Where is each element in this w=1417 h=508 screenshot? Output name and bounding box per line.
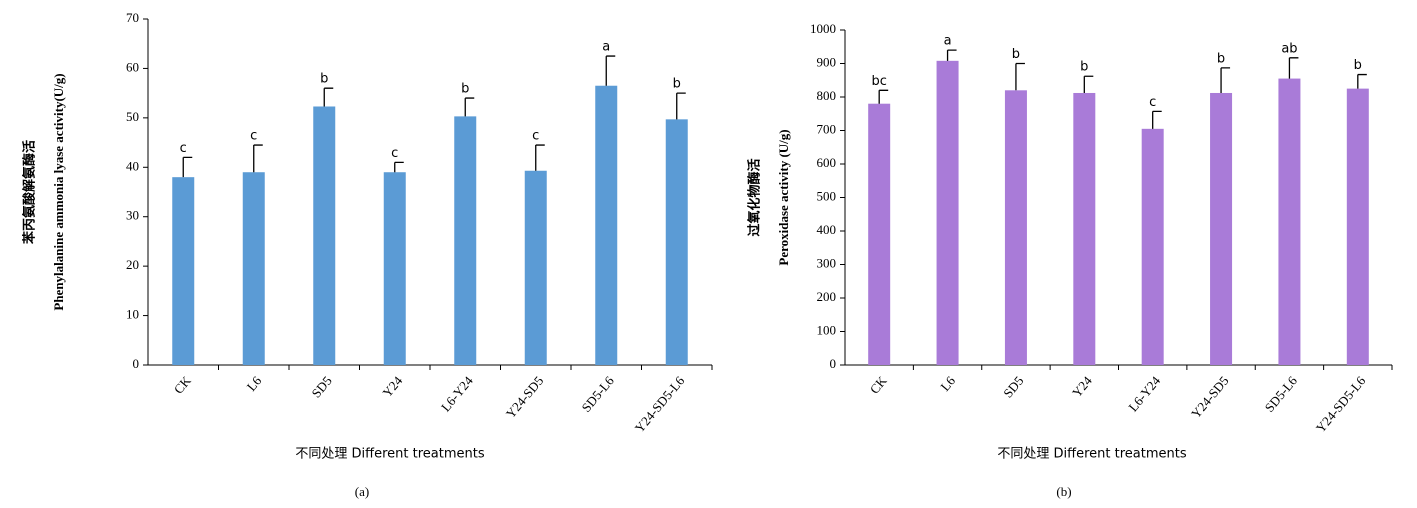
x-axis-title: 不同处理 Different treatments — [295, 447, 484, 462]
bar — [242, 172, 265, 365]
bar — [665, 119, 688, 365]
x-axis-title: 不同处理 Different treatments — [997, 447, 1186, 462]
significance-label: c — [1149, 95, 1156, 110]
error-bar — [1083, 75, 1094, 93]
significance-label: a — [602, 40, 610, 55]
significance-label: b — [320, 72, 328, 87]
y-tick-label: 200 — [817, 289, 837, 304]
x-tick-label: Y24 — [379, 373, 405, 400]
significance-label: b — [1354, 58, 1362, 73]
caption: (a) — [355, 484, 369, 499]
significance-label: c — [250, 129, 257, 144]
x-tick-label: Y24 — [1069, 373, 1095, 400]
y-tick-label: 70 — [126, 10, 139, 25]
error-bar — [676, 92, 686, 120]
y-tick-label: 300 — [817, 255, 837, 270]
error-bar — [394, 161, 404, 173]
x-tick-label: L6 — [937, 373, 958, 394]
significance-label: b — [673, 77, 681, 92]
x-tick-label: SD5 — [308, 373, 334, 400]
error-bar — [253, 144, 263, 173]
y-axis-title: Phenylalanine ammonia lyase activity(U/g… — [51, 73, 66, 310]
significance-label: b — [461, 82, 469, 97]
bar — [313, 106, 336, 365]
significance-label: b — [1217, 51, 1225, 66]
x-tick-label: L6-Y24 — [1125, 373, 1163, 415]
bar — [1210, 92, 1233, 365]
significance-label: bc — [871, 74, 886, 89]
y-tick-label: 0 — [133, 356, 140, 371]
y-tick-label: 1000 — [810, 21, 836, 36]
bar — [454, 116, 477, 365]
x-tick-label: SD5-L6 — [578, 373, 617, 415]
bar — [1004, 90, 1027, 366]
error-bar — [182, 156, 193, 178]
error-bar — [1015, 62, 1025, 91]
significance-label: b — [1012, 47, 1020, 62]
significance-label: ab — [1281, 41, 1297, 56]
caption: (b) — [1056, 484, 1071, 499]
error-bar — [878, 89, 889, 104]
error-bar — [946, 49, 957, 61]
x-tick-label: L6-Y24 — [438, 373, 476, 415]
y-tick-label: 10 — [126, 307, 139, 322]
y-tick-label: 400 — [817, 222, 837, 237]
bar — [1073, 92, 1096, 365]
bar — [1141, 128, 1164, 365]
x-tick-label: CK — [171, 373, 194, 397]
x-tick-label: SD5-L6 — [1262, 373, 1301, 415]
error-bar — [1357, 73, 1367, 89]
error-bar — [605, 55, 616, 86]
bar — [383, 172, 406, 365]
significance-label: c — [391, 146, 398, 161]
y-tick-label: 40 — [126, 158, 139, 173]
error-bar — [323, 87, 334, 107]
y-tick-label: 800 — [817, 88, 837, 103]
x-tick-label: Y24-SD5-L6 — [1313, 373, 1369, 436]
bar — [172, 177, 195, 365]
x-tick-label: Y24-SD5-L6 — [632, 373, 688, 436]
y-tick-label: 60 — [126, 59, 139, 74]
significance-label: a — [944, 34, 952, 49]
y-tick-label: 20 — [126, 257, 139, 272]
error-bar — [1220, 67, 1231, 93]
error-bar — [1288, 57, 1299, 79]
x-tick-label: Y24-SD5 — [503, 373, 547, 421]
x-tick-label: Y24-SD5 — [1188, 373, 1232, 421]
y-tick-label: 700 — [817, 121, 837, 136]
bar — [524, 170, 547, 365]
x-tick-label: SD5 — [1000, 373, 1026, 400]
x-tick-label: L6 — [244, 373, 265, 394]
error-bar — [535, 144, 545, 171]
bar — [1346, 88, 1369, 365]
y-tick-label: 100 — [817, 322, 837, 337]
y-tick-label: 600 — [817, 155, 837, 170]
significance-label: c — [532, 129, 539, 144]
y-tick-label: 50 — [126, 109, 139, 124]
x-tick-label: CK — [867, 373, 890, 397]
y-tick-label: 0 — [830, 356, 837, 371]
y-tick-label: 30 — [126, 208, 139, 223]
bar — [936, 60, 959, 365]
y-axis-title: Peroxidase activity (U/g) — [776, 129, 791, 265]
y-axis-title-cn: 苯丙氨酸解氨酶活 — [22, 140, 38, 245]
bar — [868, 103, 891, 365]
error-bar — [1152, 110, 1162, 129]
significance-label: b — [1080, 60, 1088, 75]
y-tick-label: 900 — [817, 54, 837, 69]
y-axis-title-cn: 过氧化物酶活 — [747, 158, 763, 236]
error-bar — [464, 97, 475, 117]
y-tick-label: 500 — [817, 188, 837, 203]
bar — [595, 85, 618, 365]
bar — [1278, 78, 1301, 365]
significance-label: c — [180, 141, 187, 156]
